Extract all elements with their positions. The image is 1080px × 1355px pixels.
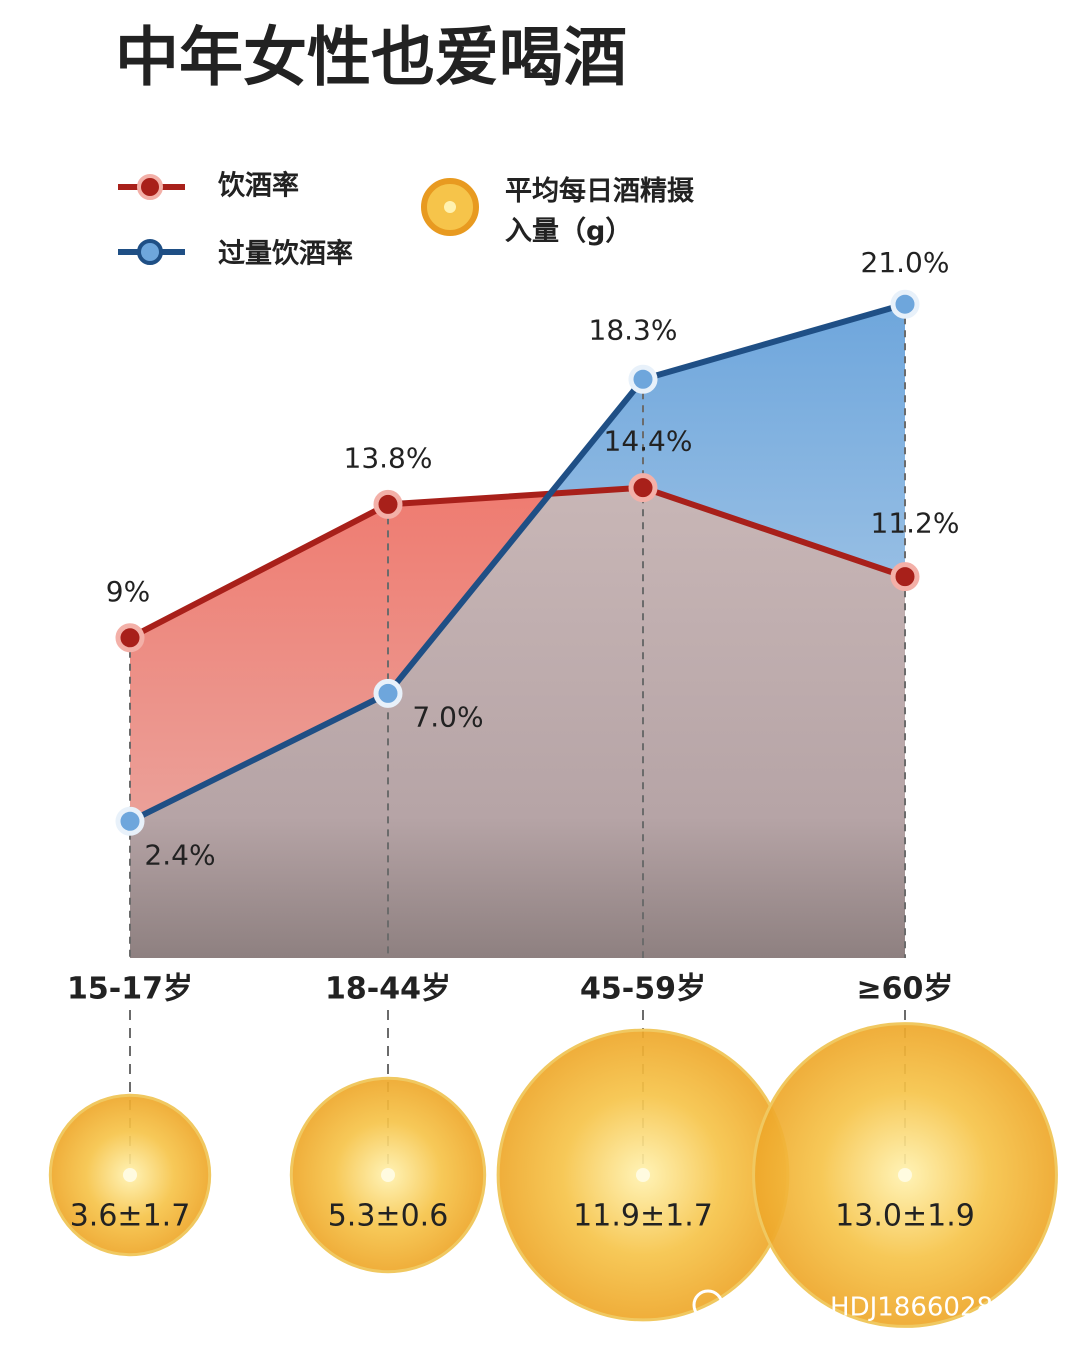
bubble-label: 3.6±1.7 bbox=[70, 1199, 191, 1234]
marker bbox=[628, 473, 658, 503]
watermark-text: 微信号: HDJ18660286897 bbox=[735, 1293, 1059, 1323]
bubble-center bbox=[898, 1168, 912, 1182]
watermark-icon bbox=[710, 1301, 736, 1327]
legend-label: 平均每日酒精摄入量（g） bbox=[505, 176, 694, 247]
data-label: 21.0% bbox=[861, 246, 950, 279]
x-tick-label: ≥60岁 bbox=[857, 972, 954, 1007]
bubble-center bbox=[636, 1168, 650, 1182]
marker bbox=[115, 623, 145, 653]
data-label: 14.4% bbox=[604, 425, 693, 458]
data-label: 18.3% bbox=[589, 313, 678, 346]
marker bbox=[115, 806, 145, 836]
data-label: 2.4% bbox=[144, 838, 215, 871]
data-label: 13.8% bbox=[344, 441, 433, 474]
legend: 饮酒率 过量饮酒率 bbox=[118, 170, 479, 270]
bubble-label: 11.9±1.7 bbox=[573, 1199, 713, 1234]
legend-label: 饮酒率 bbox=[217, 170, 299, 202]
x-tick-label: 18-44岁 bbox=[325, 972, 451, 1007]
marker bbox=[373, 678, 403, 708]
x-tick-label: 15-17岁 bbox=[67, 972, 193, 1007]
legend-marker bbox=[137, 174, 163, 200]
x-tick-label: 45-59岁 bbox=[580, 972, 706, 1007]
chart-title: 中年女性也爱喝酒 bbox=[115, 22, 627, 96]
bubble-center bbox=[381, 1168, 395, 1182]
line bbox=[128, 301, 906, 824]
watermark-icon bbox=[692, 1289, 724, 1321]
legend-label: 过量饮酒率 bbox=[218, 238, 353, 270]
data-label: 11.2% bbox=[871, 507, 960, 540]
line bbox=[128, 484, 906, 641]
bubble-label: 5.3±0.6 bbox=[328, 1199, 449, 1234]
legend-marker bbox=[137, 239, 163, 265]
bubble-center bbox=[123, 1168, 137, 1182]
data-label: 9% bbox=[106, 575, 150, 608]
watermark: 微信号: HDJ18660286897 bbox=[692, 1289, 1059, 1327]
legend-bubble-center bbox=[444, 201, 456, 213]
marker bbox=[890, 562, 920, 592]
marker bbox=[628, 364, 658, 394]
data-label: 7.0% bbox=[412, 700, 483, 733]
marker bbox=[373, 489, 403, 519]
marker bbox=[890, 289, 920, 319]
bubble-label: 13.0±1.9 bbox=[835, 1199, 975, 1234]
